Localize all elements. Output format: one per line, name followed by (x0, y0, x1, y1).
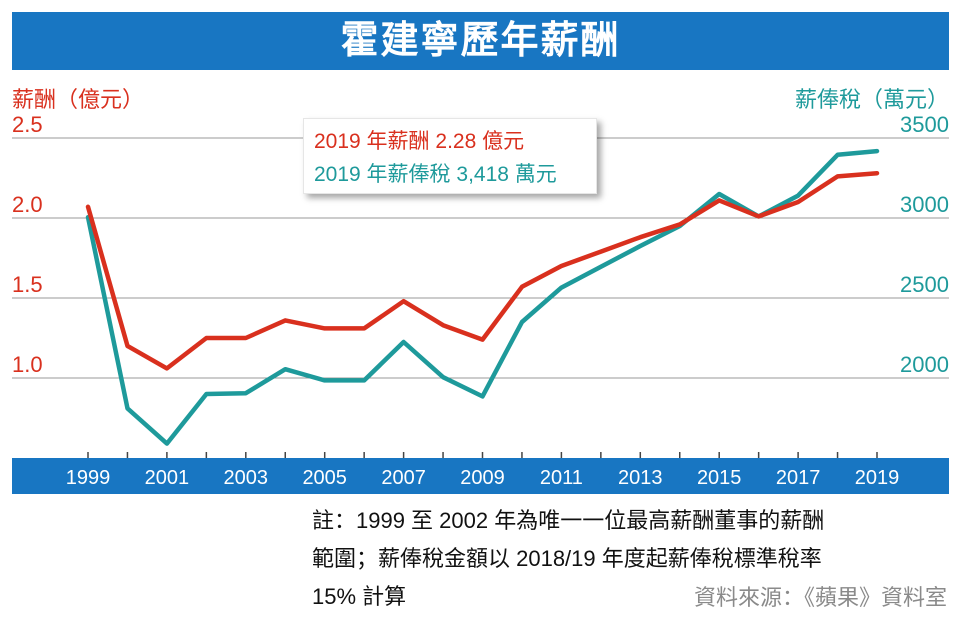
left-tick-label: 1.5 (12, 272, 43, 297)
x-tick-label: 2015 (697, 467, 742, 489)
salary-series-line (85, 170, 880, 371)
title-bar: 霍建寧歷年薪酬 (12, 12, 949, 70)
right-tick-label: 2000 (900, 352, 949, 377)
left-tick-label: 1.0 (12, 352, 43, 377)
x-tick-label: 2013 (618, 467, 663, 489)
callout-box: 2019 年薪酬 2.28 億元 2019 年薪俸稅 3,418 萬元 (303, 118, 597, 194)
footnote-line: 15% 計算 (312, 584, 407, 609)
x-tick-label: 2019 (855, 467, 900, 489)
right-tick-label: 2500 (900, 272, 949, 297)
x-axis-band (12, 458, 949, 494)
x-tick-label: 2007 (381, 467, 426, 489)
footnote-line: 註：1999 至 2002 年為唯一一位最高薪酬董事的薪酬 (312, 508, 825, 533)
x-tick-label: 2009 (460, 467, 505, 489)
right-axis-title: 薪俸稅（萬元） (794, 87, 949, 112)
line-chart: 1.0 1.5 2.0 2.5 2000 2500 3000 3500 1999 2001 2003… (12, 112, 949, 494)
x-tick-label: 2005 (302, 467, 347, 489)
footnote: 註：1999 至 2002 年為唯一一位最高薪酬董事的薪酬 範圍；薪俸稅金額以 … (312, 502, 952, 616)
x-tick-label: 2017 (776, 467, 821, 489)
source-credit: 資料來源：《蘋果》資料室 (693, 586, 947, 611)
left-tick-label: 2.0 (12, 192, 43, 217)
callout-tax: 2019 年薪俸稅 3,418 萬元 (314, 163, 557, 186)
x-tick-label: 1999 (66, 467, 111, 489)
footnote-line: 範圍；薪俸稅金額以 2018/19 年度起薪俸稅標準稅率 (312, 546, 822, 571)
right-tick-label: 3000 (900, 192, 949, 217)
tax-series-line (85, 148, 880, 446)
right-tick-label: 3500 (900, 112, 949, 137)
callout-salary: 2019 年薪酬 2.28 億元 (314, 130, 525, 153)
chart-title: 霍建寧歷年薪酬 (340, 20, 621, 62)
left-tick-label: 2.5 (12, 112, 43, 137)
x-tick-label: 2011 (540, 467, 583, 489)
x-tick-label: 2003 (224, 467, 269, 489)
x-tick-label: 2001 (145, 467, 190, 489)
left-axis-title: 薪酬（億元） (12, 87, 145, 112)
